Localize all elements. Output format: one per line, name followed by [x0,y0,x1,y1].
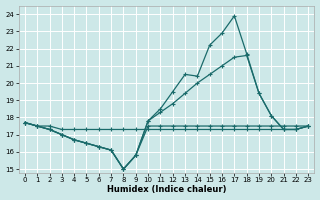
X-axis label: Humidex (Indice chaleur): Humidex (Indice chaleur) [107,185,226,194]
